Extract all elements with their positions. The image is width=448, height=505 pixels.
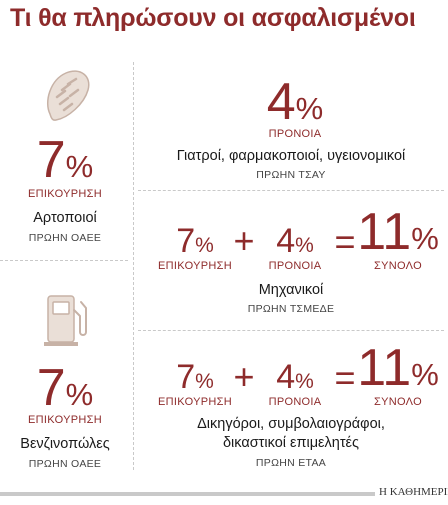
engineers-aux-percentage: 7% [155, 224, 235, 258]
doctors-prov-percentage: 4% [240, 76, 350, 128]
lawyers-total-label: ΣΥΝΟΛΟ [374, 396, 422, 408]
bakers-aux-percentage: 7% [0, 134, 130, 186]
lawyers-prov-percentage: 4% [255, 360, 335, 394]
lawyers-former-fund: ΠΡΩΗΝ ΕΤΑΑ [255, 457, 327, 469]
bread-icon [40, 66, 94, 129]
bakers-name: Αρτοποιοί [33, 210, 97, 226]
lawyers-aux-label: ΕΠΙΚΟΥΡΗΣΗ [158, 396, 232, 408]
gas-name: Βενζινοπώλες [20, 436, 110, 452]
percent-sign: % [195, 370, 214, 393]
footer-rule [0, 492, 375, 496]
gas-former-fund: ΠΡΩΗΝ ΟΑΕΕ [28, 458, 102, 470]
publisher-credit: Η ΚΑΘΗΜΕΡΙΝΗ [379, 486, 448, 498]
lawyers-total-value: 11 [357, 339, 412, 397]
percent-sign: % [65, 149, 94, 184]
right-row-divider-2 [138, 330, 444, 331]
doctors-former-fund: ΠΡΩΗΝ ΤΣΑΥ [256, 169, 326, 181]
engineers-aux-value: 7 [176, 222, 196, 260]
fuel-pump-icon [42, 290, 90, 353]
doctors-prov-label: ΠΡΟΝΟΙΑ [268, 128, 322, 140]
lawyers-total-percentage: 11% [352, 342, 444, 394]
percent-sign: % [65, 377, 94, 412]
plus-sign: + [233, 220, 255, 261]
bakers-aux-value: 7 [36, 131, 66, 189]
engineers-total-label: ΣΥΝΟΛΟ [374, 260, 422, 272]
percent-sign: % [411, 357, 439, 392]
percent-sign: % [195, 234, 214, 257]
doctors-prov-value: 4 [266, 73, 296, 131]
gas-aux-label: ΕΠΙΚΟΥΡΗΣΗ [28, 414, 102, 426]
lawyers-prov-value: 4 [276, 358, 296, 396]
engineers-total-value: 11 [357, 203, 412, 261]
lawyers-prov-label: ΠΡΟΝΟΙΑ [268, 396, 322, 408]
lawyers-name-line1: Δικηγόροι, συμβολαιογράφοι, [197, 416, 385, 432]
engineers-prov-label: ΠΡΟΝΟΙΑ [268, 260, 322, 272]
percent-sign: % [411, 221, 439, 256]
lawyers-aux-value: 7 [176, 358, 196, 396]
plus-sign: + [233, 356, 255, 397]
percent-sign: % [295, 234, 314, 257]
page-title: Τι θα πληρώσουν οι ασφαλισμένοι [10, 4, 416, 32]
bakers-aux-label: ΕΠΙΚΟΥΡΗΣΗ [28, 188, 102, 200]
column-divider [133, 62, 134, 470]
engineers-name: Μηχανικοί [258, 282, 324, 298]
equals-sign: = [334, 357, 356, 398]
bakers-former-fund: ΠΡΩΗΝ ΟΑΕΕ [28, 232, 102, 244]
engineers-prov-value: 4 [276, 222, 296, 260]
engineers-total-percentage: 11% [352, 206, 444, 258]
left-row-divider [0, 260, 128, 261]
engineers-aux-label: ΕΠΙΚΟΥΡΗΣΗ [158, 260, 232, 272]
gas-aux-percentage: 7% [0, 362, 130, 414]
equals-sign: = [334, 221, 356, 262]
engineers-former-fund: ΠΡΩΗΝ ΤΣΜΕΔΕ [247, 303, 335, 315]
engineers-prov-percentage: 4% [255, 224, 335, 258]
percent-sign: % [295, 91, 324, 126]
gas-aux-value: 7 [36, 359, 66, 417]
lawyers-name-line2: δικαστικοί επιμελητές [222, 435, 360, 451]
percent-sign: % [295, 370, 314, 393]
lawyers-aux-percentage: 7% [155, 360, 235, 394]
doctors-name: Γιατροί, φαρμακοποιοί, υγειονομικοί [176, 148, 406, 164]
right-row-divider-1 [138, 190, 444, 191]
